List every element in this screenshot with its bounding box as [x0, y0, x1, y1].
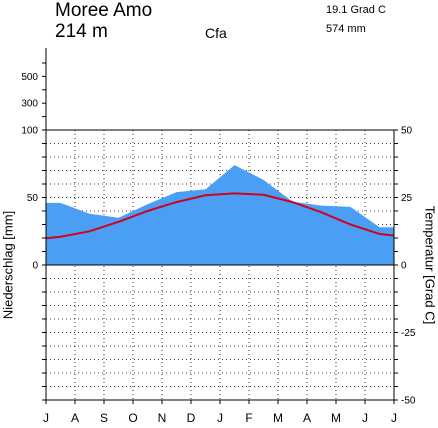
x-axis-month-label: A — [71, 411, 79, 425]
x-axis-month-label: J — [391, 411, 397, 425]
x-axis-month-label: J — [362, 411, 368, 425]
right-axis-tick-label: 25 — [401, 193, 413, 204]
x-axis-month-label: M — [273, 411, 283, 425]
left-axis-upper-tick-label: 500 — [21, 72, 38, 83]
x-axis-month-label: J — [43, 411, 49, 425]
climate-classification: Cfa — [205, 25, 227, 41]
right-axis-tick-label: -50 — [401, 396, 416, 407]
left-axis-tick-label: 50 — [27, 193, 39, 204]
temperature-series — [45, 192, 395, 240]
x-axis-month-label: F — [245, 411, 252, 425]
x-axis-month-label: D — [187, 411, 196, 425]
station-elevation: 214 m — [55, 21, 108, 42]
mean-temperature: 19.1 Grad C — [326, 4, 386, 16]
x-axis-month-label: O — [128, 411, 137, 425]
left-axis-tick-label: 0 — [32, 261, 38, 272]
right-axis-label: Temperatur [Grad C] — [422, 205, 438, 325]
right-axis-tick-label: 0 — [401, 261, 407, 272]
right-axis-tick-label: 50 — [401, 126, 413, 137]
left-axis-label: Niederschlag [mm] — [0, 210, 16, 320]
x-axis-month-label: A — [303, 411, 311, 425]
temperature-line — [45, 192, 395, 240]
station-name: Moree Amo — [55, 0, 153, 21]
annual-precipitation: 574 mm — [326, 23, 366, 35]
axis-ticks — [42, 62, 398, 404]
precipitation-area — [46, 165, 394, 265]
x-axis-month-label: M — [331, 411, 341, 425]
left-axis-upper-tick-label: 300 — [21, 99, 38, 110]
left-axis-tick-label: 100 — [21, 126, 38, 137]
x-axis-month-label: N — [158, 411, 167, 425]
x-axis-month-label: J — [217, 411, 223, 425]
precipitation-series — [46, 165, 394, 265]
x-axis-month-label: S — [100, 411, 108, 425]
right-axis-tick-label: -25 — [401, 328, 416, 339]
